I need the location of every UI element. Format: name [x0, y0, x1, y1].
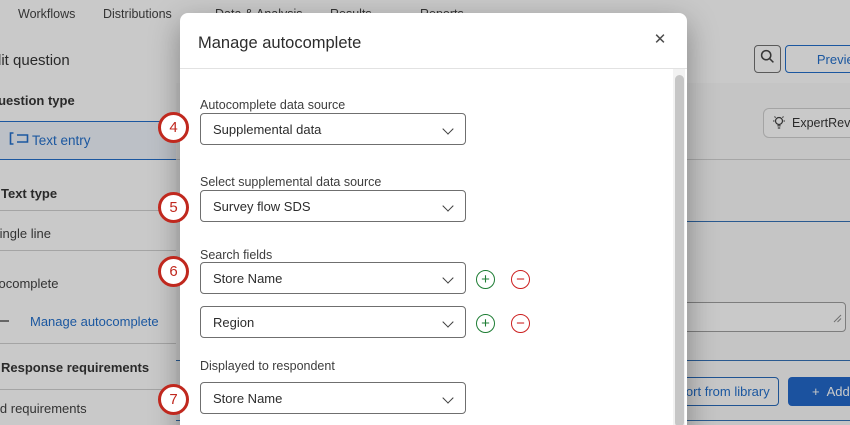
plus-icon: +	[812, 384, 820, 399]
displayed-select[interactable]: Store Name	[200, 382, 466, 414]
link-indent-dash	[0, 320, 9, 322]
manage-autocomplete-modal: Manage autocomplete ✕ Autocomplete data …	[180, 13, 687, 425]
lightbulb-icon	[772, 114, 786, 133]
scrollbar-thumb[interactable]	[674, 75, 684, 425]
sidebar-add-requirements-label: Add requirements	[0, 401, 87, 416]
page-title: Edit question	[0, 52, 70, 69]
sidebar-autocomplete-label: Autocomplete	[0, 276, 59, 291]
add-question-button[interactable]: + Add	[788, 377, 850, 406]
search-field-value-1: Store Name	[213, 270, 283, 286]
remove-search-field-button-1[interactable]: −	[511, 270, 530, 289]
step-badge-5: 5	[158, 192, 189, 223]
step-badge-7: 7	[158, 384, 189, 415]
displayed-label: Displayed to respondent	[200, 359, 335, 373]
modal-title: Manage autocomplete	[198, 34, 362, 52]
expert-review-label: ExpertReview	[792, 116, 850, 130]
modal-header-divider	[180, 68, 687, 69]
remove-search-field-button-2[interactable]: −	[511, 314, 530, 333]
sidebar-text-type-header: Text type	[1, 186, 58, 201]
sidebar-divider	[0, 250, 176, 251]
sidebar-divider	[0, 389, 176, 390]
sidebar-item-text-entry-label: Text entry	[32, 133, 91, 148]
resize-handle-icon[interactable]	[833, 310, 842, 328]
preview-button[interactable]: Preview	[785, 45, 850, 73]
expert-review-chip[interactable]: ExpertReview	[763, 108, 850, 138]
search-icon	[760, 49, 775, 69]
sds-source-label: Select supplemental data source	[200, 175, 382, 189]
manage-autocomplete-link[interactable]: Manage autocomplete	[30, 314, 159, 329]
data-source-label: Autocomplete data source	[200, 98, 346, 112]
search-fields-label: Search fields	[200, 248, 273, 262]
nav-tab-distributions[interactable]: Distributions	[103, 7, 172, 21]
search-field-value-2: Region	[213, 314, 255, 330]
sds-source-select[interactable]: Survey flow SDS	[200, 190, 466, 222]
chevron-down-icon	[442, 123, 454, 135]
text-entry-icon	[9, 131, 29, 151]
chevron-down-icon	[442, 392, 454, 404]
step-badge-6: 6	[158, 256, 189, 287]
chevron-down-icon	[442, 316, 454, 328]
search-field-select-1[interactable]: Store Name	[200, 262, 466, 294]
sds-source-value: Survey flow SDS	[213, 198, 311, 214]
add-search-field-button-1[interactable]: +	[476, 270, 495, 289]
add-button-label: Add	[826, 384, 850, 399]
sidebar-divider	[0, 343, 176, 344]
sidebar-question-type-header: Question type	[0, 93, 75, 108]
chevron-down-icon	[442, 200, 454, 212]
search-field-select-2[interactable]: Region	[200, 306, 466, 338]
displayed-value: Store Name	[213, 390, 283, 406]
search-button[interactable]	[754, 45, 781, 73]
data-source-select[interactable]: Supplemental data	[200, 113, 466, 145]
modal-scrollbar[interactable]	[673, 69, 685, 425]
chevron-down-icon	[442, 272, 454, 284]
step-badge-4: 4	[158, 112, 189, 143]
close-icon[interactable]: ✕	[653, 31, 667, 48]
sidebar-item-single-line[interactable]: Single line	[0, 226, 51, 241]
data-source-value: Supplemental data	[213, 121, 322, 137]
add-search-field-button-2[interactable]: +	[476, 314, 495, 333]
nav-tab-workflows[interactable]: Workflows	[18, 7, 76, 21]
sidebar-response-requirements-header: Response requirements	[1, 360, 150, 375]
sidebar-divider	[0, 210, 176, 211]
sidebar-item-text-entry[interactable]	[0, 121, 176, 160]
